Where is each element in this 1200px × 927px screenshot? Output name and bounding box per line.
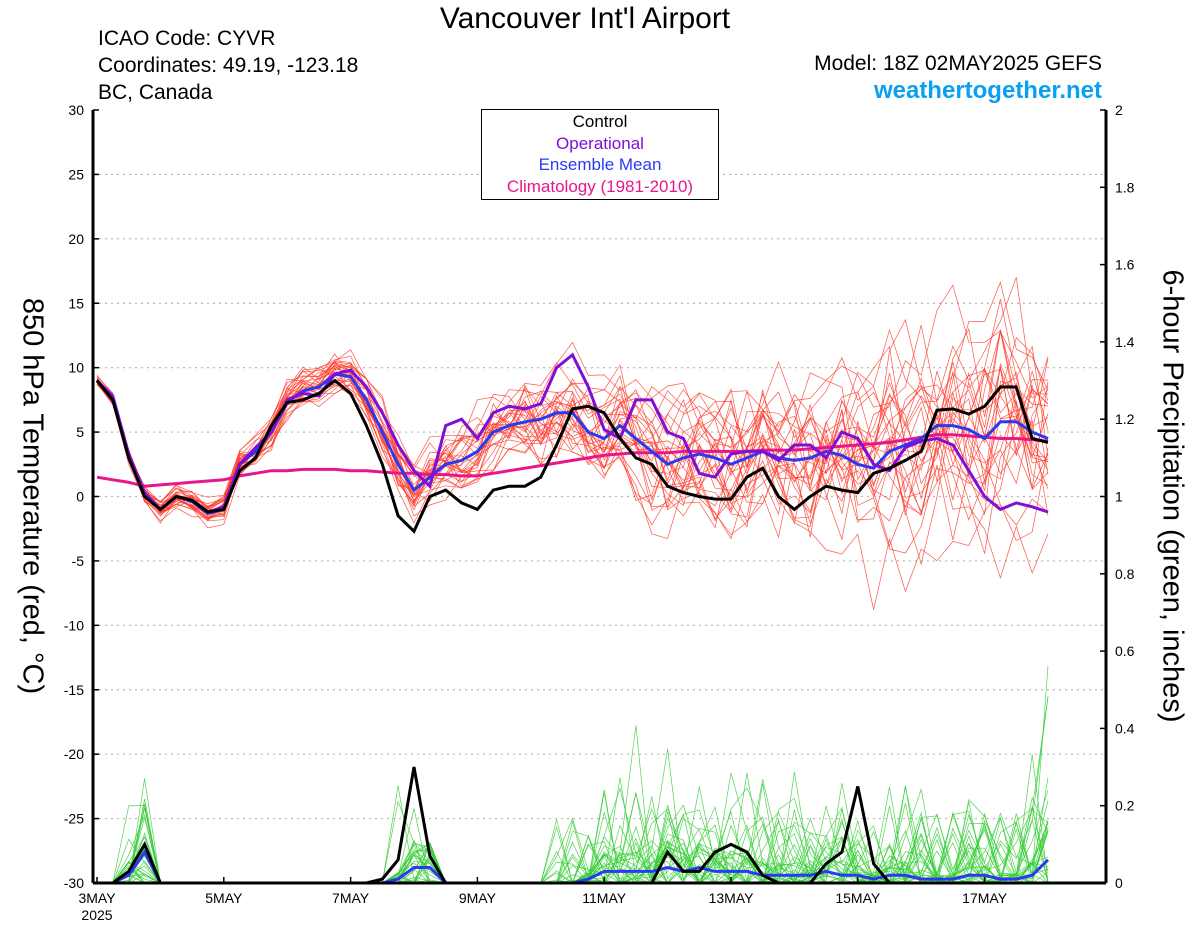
precip-member-line xyxy=(97,796,1049,884)
y-left-tick-label: -15 xyxy=(64,682,84,698)
temperature-member-line xyxy=(96,361,1049,505)
y-left-tick-label: 25 xyxy=(68,166,84,182)
precip-members xyxy=(97,665,1049,885)
coordinates: Coordinates: 49.19, -123.18 xyxy=(98,54,359,77)
y-left-tick-label: -5 xyxy=(72,553,85,569)
y-left-tick-label: 20 xyxy=(68,231,84,247)
legend-control: Control xyxy=(572,112,628,131)
temperature-member-line xyxy=(96,361,1049,579)
y-right-tick-label: 0.2 xyxy=(1115,798,1135,814)
chart-title: Vancouver Int'l Airport xyxy=(439,2,731,35)
temperature-member-line xyxy=(96,369,1049,520)
legend-operational: Operational xyxy=(556,133,644,153)
icao-code: ICAO Code: CYVR xyxy=(98,27,276,50)
x-tick-year: 2025 xyxy=(81,907,112,923)
precip-member-line xyxy=(97,772,1049,884)
y-right-tick-label: 2 xyxy=(1115,102,1123,118)
precip-member-line xyxy=(97,777,1049,884)
precip-member-line xyxy=(97,772,1049,884)
temperature-mean-line xyxy=(95,372,1049,515)
precip-member-line xyxy=(97,665,1049,884)
y-right-tick-label: 0.8 xyxy=(1115,566,1135,582)
temperature-member-line xyxy=(96,381,1049,554)
y-right-tick-label: 0.6 xyxy=(1115,643,1135,659)
y-left-tick-label: -30 xyxy=(64,875,84,891)
precip-member-line xyxy=(97,777,1049,884)
y-right-tick-label: 1.6 xyxy=(1115,257,1135,273)
y-right-tick-label: 1.2 xyxy=(1115,411,1135,427)
climatology-line xyxy=(96,433,1049,488)
y-right-tick-label: 0.4 xyxy=(1115,720,1135,736)
y-right-tick-label: 1.8 xyxy=(1115,179,1135,195)
legend-ensemble-mean: Ensemble Mean xyxy=(538,155,662,174)
x-tick-label: 11MAY xyxy=(582,890,626,906)
temperature-operational-line xyxy=(95,352,1049,514)
y-axis-left-ticks: 30 25 20 15 10 5 0 -5 -10 -15 -20 -25 -30 xyxy=(64,102,99,891)
y-right-tick-label: 0 xyxy=(1115,875,1123,891)
y-left-tick-label: -10 xyxy=(64,617,84,633)
y-right-tick-label: 1.4 xyxy=(1115,334,1135,350)
y-left-tick-label: 15 xyxy=(68,295,84,311)
y-left-tick-label: -25 xyxy=(64,811,84,827)
y-left-tick-label: 10 xyxy=(68,360,84,376)
y-right-tick-label: 1 xyxy=(1115,489,1123,505)
x-tick-label: 17MAY xyxy=(962,890,1008,906)
y-left-tick-label: -20 xyxy=(64,746,84,762)
y-left-tick-label: 30 xyxy=(68,102,84,118)
legend: Control Operational Ensemble Mean Climat… xyxy=(481,109,719,200)
legend-climatology: Climatology (1981-2010) xyxy=(506,176,694,196)
temperature-member-line xyxy=(96,325,1049,525)
x-tick-label: 9MAY xyxy=(459,890,497,906)
precip-member-line xyxy=(97,748,1049,884)
y-left-tick-label: 5 xyxy=(76,424,84,440)
x-tick-label: 7MAY xyxy=(332,890,370,906)
temperature-control-line xyxy=(95,378,1049,534)
x-tick-label: 13MAY xyxy=(709,890,755,906)
temperature-member-line xyxy=(96,370,1049,566)
gridlines xyxy=(93,173,1106,820)
y-left-tick-label: 0 xyxy=(76,489,84,505)
site-brand: weathertogether.net xyxy=(873,77,1102,104)
x-tick-label: 5MAY xyxy=(205,890,243,906)
model-run: Model: 18Z 02MAY2025 GEFS xyxy=(814,52,1102,75)
x-tick-label: 3MAY xyxy=(78,890,116,906)
y-axis-right-ticks: 2 1.8 1.6 1.4 1.2 1 0.8 0.6 0.4 0.2 0 xyxy=(1100,102,1135,891)
x-tick-label: 15MAY xyxy=(835,890,881,906)
region: BC, Canada xyxy=(98,81,213,104)
precip-member-line xyxy=(97,783,1049,884)
